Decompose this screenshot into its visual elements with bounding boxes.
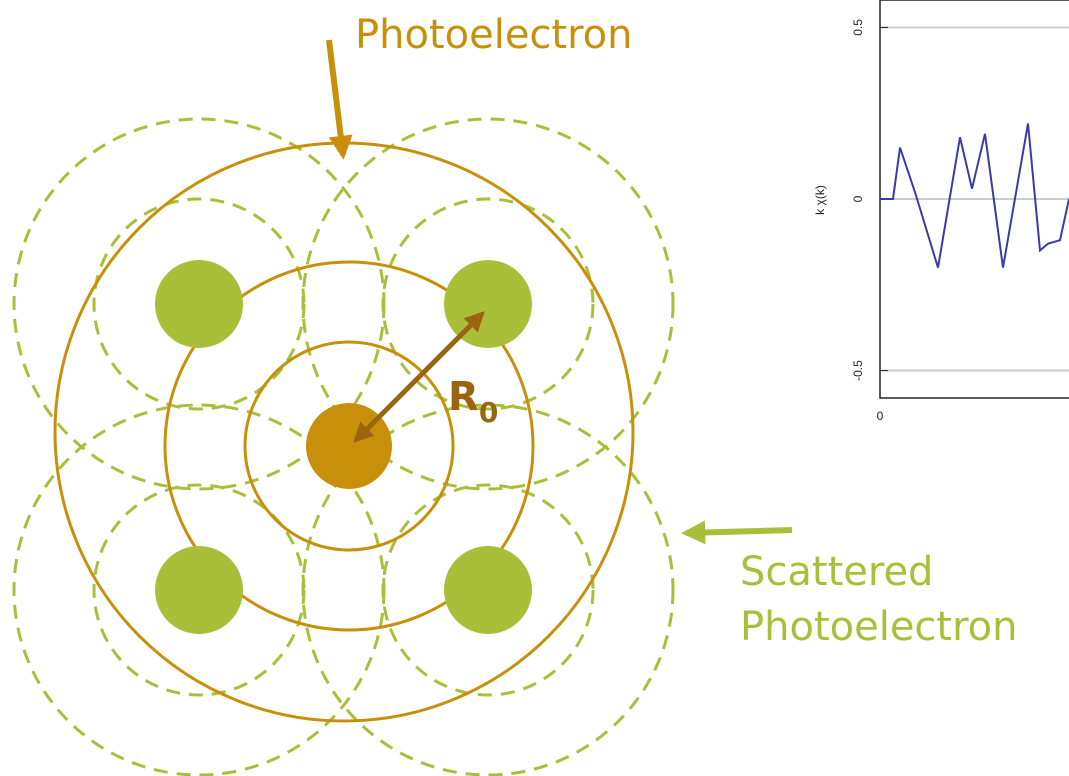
data-line [880,124,1069,268]
radius-subscript: 0 [479,396,498,429]
radius-letter: R [448,374,479,420]
y-axis-label: k χ(k) [813,185,827,215]
y-tick-label: 0 [851,195,865,202]
y-tick-label: 0.5 [851,19,865,36]
y-tick-label: -0.5 [851,360,865,381]
x-tick-label: 0 [877,409,884,423]
photoelectron-arrow [329,40,343,155]
page: Photoelectron R0 Scattered Photoelectron… [0,0,1069,776]
scattered-arrow [686,530,792,533]
scattered-label: Photoelectron [740,604,1018,650]
diagram: Photoelectron R0 Scattered Photoelectron [14,12,1018,775]
radius-label: R0 [448,374,498,429]
scattered-label: Scattered [740,549,933,595]
photoelectron-label: Photoelectron [355,12,633,58]
chart: k χ(k) 0.5 0 -0.5 0 [813,0,1069,423]
